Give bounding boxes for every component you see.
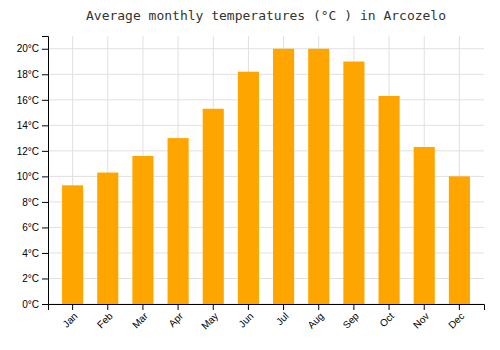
tick: Dec (446, 304, 466, 331)
tick-label: 12°C (17, 146, 39, 157)
tick-mark (42, 227, 48, 228)
tick-mark (42, 151, 48, 152)
tick-label: Nov (411, 310, 431, 330)
tick: May (199, 304, 220, 332)
tick-label: Sep (341, 310, 362, 331)
tick-label: Jun (236, 310, 255, 329)
tick-label: Feb (95, 310, 115, 330)
tick-label: 8°C (22, 197, 39, 208)
tick: Nov (411, 304, 431, 331)
tick-mark (42, 100, 48, 101)
tick: Feb (95, 304, 115, 330)
tick-mark (178, 304, 179, 310)
bar (449, 176, 470, 304)
bar (273, 49, 294, 304)
tick-mark (42, 304, 48, 305)
tick: 12°C (17, 146, 48, 157)
grid (48, 36, 484, 304)
chart: 0°C 2°C 4°C 6°C 8°C 10°C 12°C 14°C 16°C 18°C 20°C J… (0, 0, 500, 350)
tick-mark (389, 304, 390, 310)
tick: Apr (166, 304, 185, 329)
tick: Jun (236, 304, 255, 330)
tick: 0°C (22, 299, 48, 310)
tick-mark (72, 304, 73, 310)
tick-label: Jan (61, 310, 80, 329)
tick: 8°C (22, 197, 48, 208)
x-axis: Jan Feb Mar Apr May Jun Jul Aug Sep Oct Nov Dec (49, 304, 485, 332)
tick-mark (42, 176, 48, 177)
bar (62, 185, 83, 304)
tick-label: Mar (130, 310, 150, 330)
y-axis: 0°C 2°C 4°C 6°C 8°C 10°C 12°C 14°C 16°C 18°C 20°C (17, 37, 49, 310)
tick-label: 4°C (22, 248, 39, 259)
tick-mark (424, 304, 425, 310)
tick-mark (213, 304, 214, 310)
plot: 0°C 2°C 4°C 6°C 8°C 10°C 12°C 14°C 16°C 18°C 20°C J… (17, 36, 485, 332)
axis-line (42, 37, 49, 305)
title: Average monthly temperatures (°C ) in Ar… (86, 8, 446, 23)
tick-mark (42, 202, 48, 203)
tick: 10°C (17, 171, 48, 182)
tick: Sep (341, 304, 362, 331)
bar (308, 49, 329, 304)
tick-label: 16°C (17, 95, 39, 106)
tick-mark (42, 278, 48, 279)
tick-label: 14°C (17, 120, 39, 131)
tick-mark (318, 304, 319, 310)
tick: Jul (274, 304, 291, 327)
tick-mark (142, 304, 143, 310)
tick: Jan (61, 304, 80, 330)
grid-line (48, 74, 484, 75)
grid-line (48, 48, 484, 49)
tick-label: Jul (274, 310, 291, 327)
tick: 20°C (17, 43, 48, 54)
tick-label: 18°C (17, 69, 39, 80)
bar (168, 138, 189, 304)
bar (203, 109, 224, 304)
tick-label: Apr (166, 310, 185, 329)
tick: 4°C (22, 248, 48, 259)
tick-mark (107, 304, 108, 310)
tick-mark (42, 125, 48, 126)
tick: 6°C (22, 222, 48, 233)
tick-label: Dec (446, 310, 466, 330)
grid-line (48, 125, 484, 126)
tick-mark (283, 304, 284, 310)
tick: 14°C (17, 120, 48, 131)
grid-line (48, 99, 484, 100)
axis-line (49, 305, 485, 311)
bars (62, 49, 470, 304)
tick: 2°C (22, 273, 48, 284)
tick-label: 10°C (17, 171, 39, 182)
tick-label: 6°C (22, 222, 39, 233)
tick-mark (353, 304, 354, 310)
bar (132, 156, 153, 304)
tick-mark (248, 304, 249, 310)
bar (343, 62, 364, 304)
tick-mark (42, 74, 48, 75)
bar (238, 72, 259, 304)
tick: Aug (305, 304, 325, 331)
tick-label: Aug (305, 310, 325, 330)
tick-mark (459, 304, 460, 310)
tick-label: Oct (377, 310, 396, 329)
tick-mark (42, 253, 48, 254)
bar (414, 147, 435, 304)
tick: 16°C (17, 95, 48, 106)
tick: Mar (130, 304, 150, 330)
bar (97, 173, 118, 304)
bar (379, 96, 400, 304)
tick-label: 0°C (22, 299, 39, 310)
tick: 18°C (17, 69, 48, 80)
tick-label: May (199, 310, 220, 331)
tick: Oct (377, 304, 396, 329)
tick-label: 20°C (17, 43, 39, 54)
tick-label: 2°C (22, 273, 39, 284)
tick-mark (42, 49, 48, 50)
